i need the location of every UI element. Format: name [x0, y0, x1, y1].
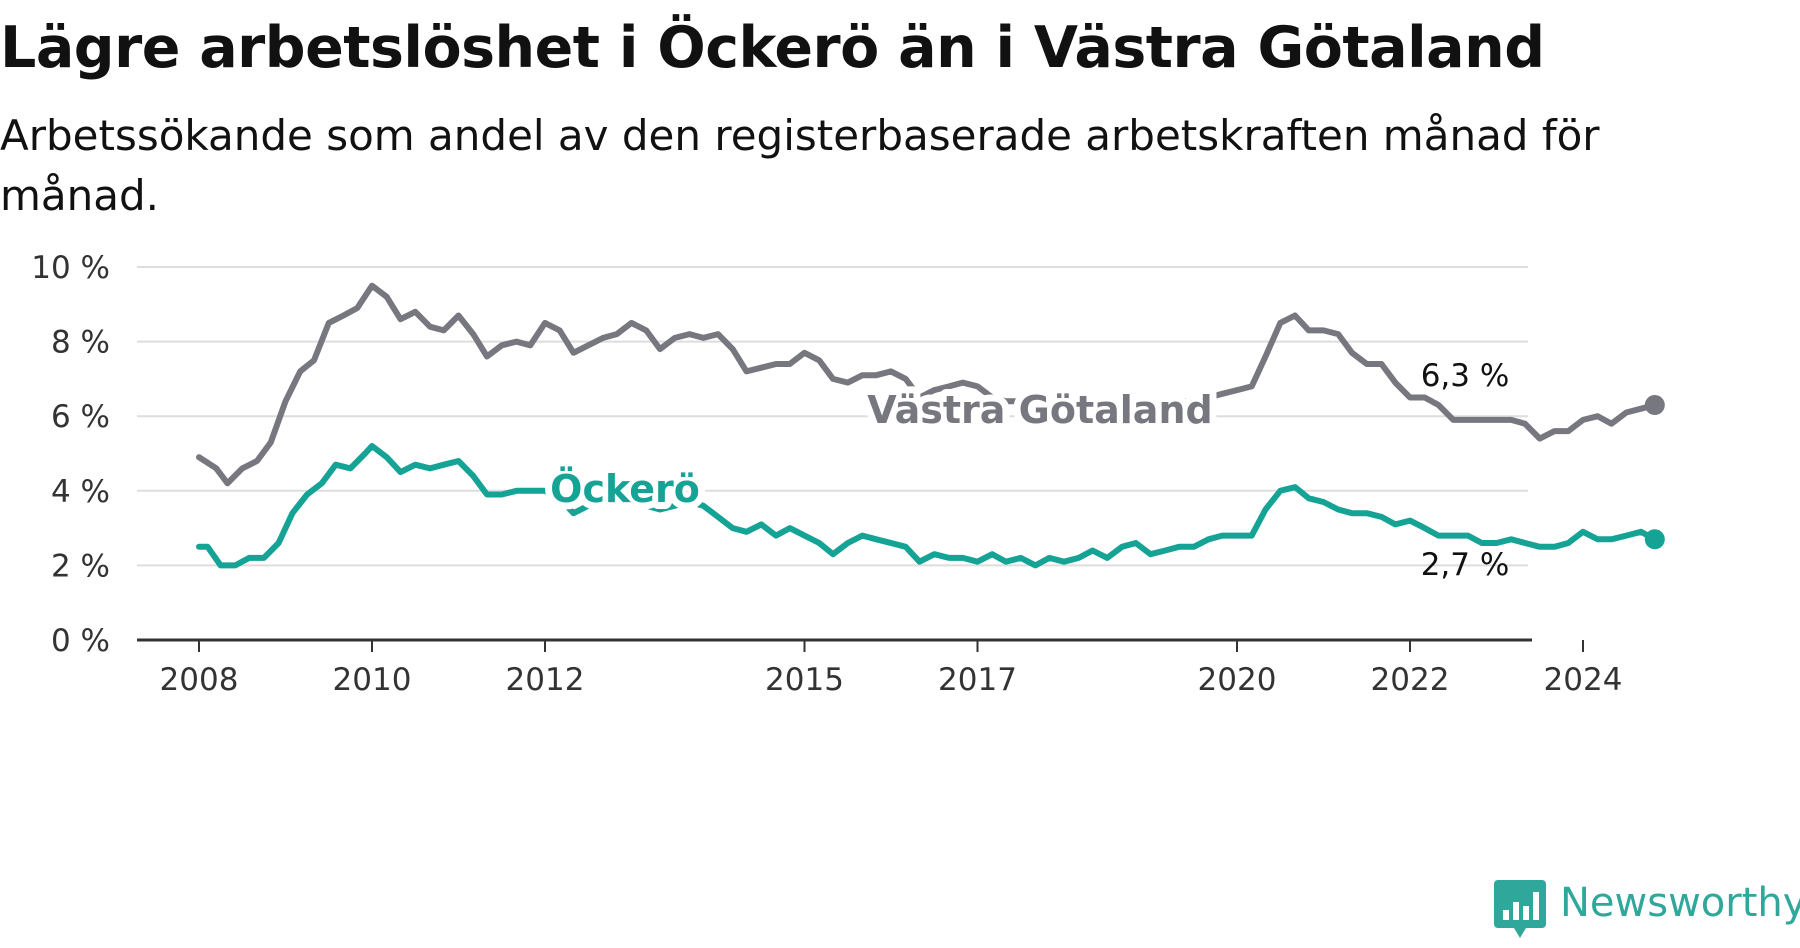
x-tick-label: 2017: [938, 662, 1017, 698]
series-line-vastra-gotaland: [196, 282, 1658, 487]
series-end-point: [1644, 395, 1665, 416]
end-value-label: 6,3 %: [1421, 358, 1510, 394]
y-axis-ticks: 0 % 2 % 4 % 6 % 8 % 10 %: [31, 250, 110, 659]
chart-title: Lägre arbetslöshet i Öckerö än i Västra …: [0, 15, 1545, 81]
series-label-vastra-gotaland: Västra Götaland: [867, 388, 1212, 432]
gridlines: [137, 266, 1528, 567]
x-tick-label: 2012: [506, 662, 585, 698]
x-tick-label: 2010: [333, 662, 412, 698]
y-tick-label: 10 %: [31, 250, 110, 286]
x-axis-ticks: 2008 2010 2012 2015 2017 2020 2022 2024: [160, 640, 1623, 698]
chart-icon-bar: [1503, 910, 1509, 920]
x-tick-label: 2015: [765, 662, 844, 698]
newsworthy-logo: Newsworthy: [1494, 876, 1800, 946]
chart-icon: [1494, 880, 1546, 938]
brand-name: Newsworthy: [1560, 880, 1800, 926]
series-line-ockero: [196, 443, 1658, 569]
chart-icon-bar: [1513, 902, 1519, 920]
series-label-ockero: Öckerö: [550, 467, 700, 511]
chart-icon-bar: [1523, 906, 1529, 920]
y-tick-label: 8 %: [51, 325, 110, 361]
series-labels: Västra Götaland Öckerö 6,3 % 2,7 %: [543, 358, 1510, 583]
x-tick-label: 2020: [1198, 662, 1277, 698]
x-tick-label: 2008: [160, 662, 239, 698]
series-end-point: [1644, 529, 1665, 550]
chart-subtitle: Arbetssökande som andel av den registerb…: [0, 111, 1600, 220]
x-tick-label: 2024: [1544, 662, 1623, 698]
y-tick-label: 4 %: [51, 474, 110, 510]
chart-icon-bar: [1533, 892, 1539, 920]
x-tick-label: 2022: [1371, 662, 1450, 698]
y-tick-label: 6 %: [51, 399, 110, 435]
end-value-label: 2,7 %: [1421, 547, 1510, 583]
y-tick-label: 2 %: [51, 548, 110, 584]
y-tick-label: 0 %: [51, 623, 110, 659]
series-lines: [196, 282, 1665, 569]
line-chart: 0 % 2 % 4 % 6 % 8 % 10 % 2008 2010 2012 2015 2017…: [31, 250, 1665, 698]
